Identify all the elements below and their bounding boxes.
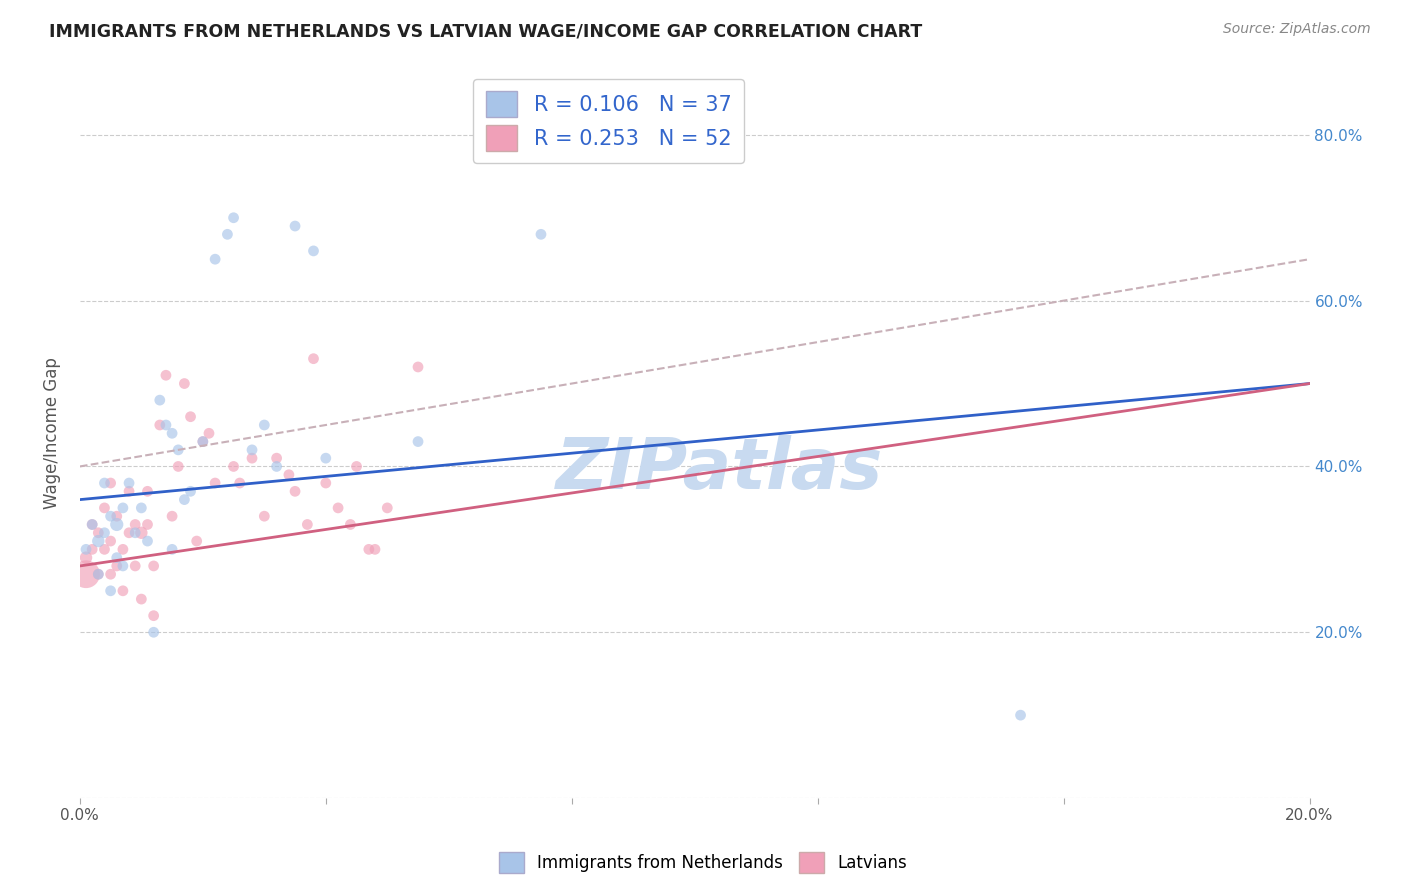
Text: ZIPatlas: ZIPatlas — [555, 435, 883, 504]
Point — [302, 351, 325, 366]
Point — [118, 484, 141, 499]
Point — [222, 459, 245, 474]
Point — [180, 484, 202, 499]
Point — [155, 368, 177, 383]
Point — [253, 417, 276, 432]
Point — [100, 567, 122, 582]
Point — [105, 509, 128, 524]
Point — [315, 476, 337, 491]
Point — [87, 567, 110, 582]
Point — [346, 459, 368, 474]
Point — [364, 542, 387, 557]
Legend: Immigrants from Netherlands, Latvians: Immigrants from Netherlands, Latvians — [492, 846, 914, 880]
Point — [406, 359, 429, 374]
Point — [167, 442, 190, 457]
Point — [118, 476, 141, 491]
Point — [124, 525, 146, 540]
Point — [111, 500, 134, 515]
Point — [155, 417, 177, 432]
Point — [149, 417, 172, 432]
Point — [136, 484, 159, 499]
Point — [375, 500, 398, 515]
Point — [105, 517, 128, 532]
Point — [87, 567, 110, 582]
Point — [160, 542, 183, 557]
Point — [105, 550, 128, 565]
Point — [100, 583, 122, 598]
Point — [1010, 708, 1032, 723]
Y-axis label: Wage/Income Gap: Wage/Income Gap — [44, 358, 60, 509]
Point — [75, 550, 97, 565]
Point — [75, 542, 97, 557]
Point — [240, 451, 263, 466]
Point — [131, 500, 153, 515]
Point — [118, 525, 141, 540]
Text: Source: ZipAtlas.com: Source: ZipAtlas.com — [1223, 22, 1371, 37]
Point — [266, 451, 288, 466]
Point — [100, 534, 122, 549]
Point — [124, 517, 146, 532]
Point — [100, 476, 122, 491]
Point — [82, 517, 104, 532]
Point — [131, 592, 153, 607]
Point — [406, 434, 429, 449]
Point — [222, 211, 245, 225]
Point — [82, 542, 104, 557]
Point — [124, 558, 146, 573]
Point — [87, 534, 110, 549]
Point — [204, 476, 226, 491]
Point — [149, 393, 172, 408]
Point — [111, 583, 134, 598]
Point — [173, 376, 195, 391]
Point — [93, 542, 115, 557]
Point — [357, 542, 380, 557]
Point — [142, 558, 165, 573]
Point — [111, 542, 134, 557]
Point — [105, 558, 128, 573]
Point — [160, 426, 183, 441]
Point — [284, 219, 307, 233]
Point — [186, 534, 208, 549]
Point — [266, 459, 288, 474]
Point — [173, 492, 195, 507]
Point — [87, 525, 110, 540]
Point — [297, 517, 319, 532]
Point — [217, 227, 239, 242]
Point — [191, 434, 214, 449]
Point — [229, 476, 252, 491]
Point — [191, 434, 214, 449]
Point — [93, 500, 115, 515]
Point — [240, 442, 263, 457]
Point — [93, 476, 115, 491]
Point — [284, 484, 307, 499]
Point — [253, 509, 276, 524]
Point — [100, 509, 122, 524]
Point — [198, 426, 221, 441]
Point — [111, 558, 134, 573]
Point — [326, 500, 349, 515]
Text: IMMIGRANTS FROM NETHERLANDS VS LATVIAN WAGE/INCOME GAP CORRELATION CHART: IMMIGRANTS FROM NETHERLANDS VS LATVIAN W… — [49, 22, 922, 40]
Point — [277, 467, 299, 482]
Point — [204, 252, 226, 267]
Point — [339, 517, 361, 532]
Point — [160, 509, 183, 524]
Point — [315, 451, 337, 466]
Point — [142, 625, 165, 640]
Point — [131, 525, 153, 540]
Point — [302, 244, 325, 258]
Point — [167, 459, 190, 474]
Point — [82, 517, 104, 532]
Point — [530, 227, 553, 242]
Point — [93, 525, 115, 540]
Point — [136, 534, 159, 549]
Point — [180, 409, 202, 424]
Point — [142, 608, 165, 623]
Point — [136, 517, 159, 532]
Point — [75, 567, 97, 582]
Legend: R = 0.106   N = 37, R = 0.253   N = 52: R = 0.106 N = 37, R = 0.253 N = 52 — [474, 78, 744, 163]
